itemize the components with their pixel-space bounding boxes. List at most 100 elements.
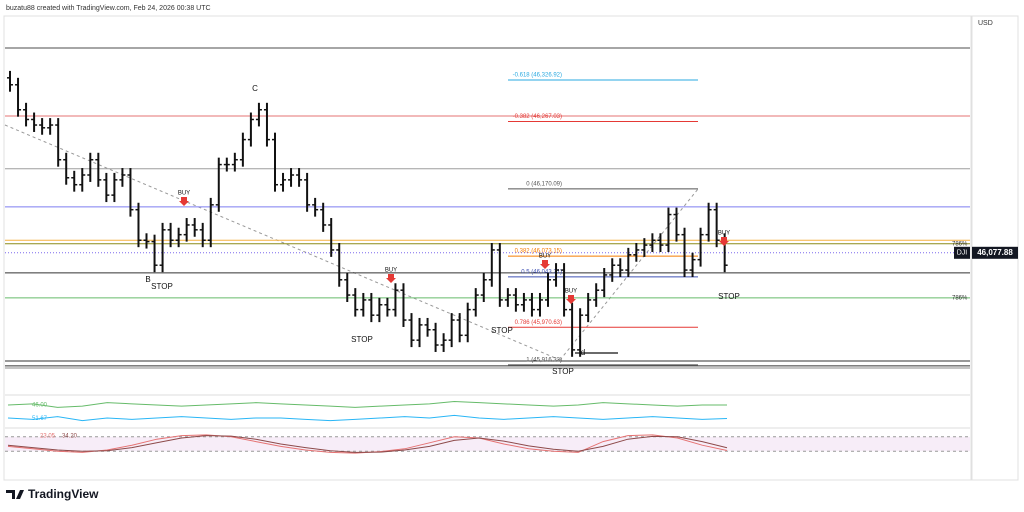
ohlc-bar <box>504 288 511 307</box>
ohlc-bar <box>697 227 704 267</box>
ohlc-bar <box>384 297 391 317</box>
indicator-line <box>7 435 728 453</box>
ohlc-bar <box>553 263 560 287</box>
ohlc-bar <box>223 157 230 172</box>
buy-arrow <box>566 295 576 304</box>
price-tag <box>972 246 1018 259</box>
ohlc-bar <box>528 292 535 317</box>
currency: USD <box>978 20 993 27</box>
ohlc-bar <box>312 197 319 217</box>
ohlc-bar <box>456 313 463 343</box>
ohlc-bar <box>713 202 720 248</box>
ohlc-bar <box>400 283 407 327</box>
ohlc-bar <box>111 172 118 203</box>
ohlc-bar <box>280 172 287 192</box>
ohlc-bar <box>55 118 62 167</box>
ohlc-bar <box>320 202 327 232</box>
annotation: BUY <box>539 254 551 260</box>
ohlc-bar <box>520 292 527 312</box>
ohlc-bar <box>689 252 696 278</box>
ohlc-bar <box>255 102 262 127</box>
annotation: C <box>252 84 258 93</box>
fib-label: 0.5 (46,043.21) <box>521 269 562 275</box>
annotation: B <box>145 275 150 284</box>
ohlc-bar <box>271 132 278 192</box>
ohlc-bar <box>561 263 568 317</box>
level-label: 786% <box>952 241 968 247</box>
trend-line <box>4 124 561 361</box>
ohlc-bar <box>167 222 174 248</box>
ohlc-bar <box>681 227 688 278</box>
ohlc-bar <box>263 102 270 147</box>
fib-label: 0 (46,170.09) <box>526 181 562 187</box>
ohlc-bar <box>7 70 13 92</box>
ohlc-bar <box>536 292 543 317</box>
ohlc-bar <box>360 292 367 317</box>
annotation: STOP <box>552 367 574 376</box>
ohlc-bar <box>135 202 142 248</box>
ohlc-bar <box>87 152 94 182</box>
ohlc-bar <box>239 132 246 167</box>
ohlc-bar <box>304 172 311 212</box>
ohlc-bar <box>79 168 86 192</box>
indicator-line <box>7 414 728 422</box>
ohlc-bar <box>464 302 471 343</box>
ohlc-bar <box>63 152 70 185</box>
band-fill <box>5 436 970 452</box>
ohlc-bar <box>183 218 190 242</box>
ohlc-bar <box>143 233 150 249</box>
annotation: STOP <box>491 326 513 335</box>
ohlc-bar <box>231 152 238 172</box>
ohlc-bar <box>175 227 182 248</box>
ohlc-bar <box>657 233 664 253</box>
ohlc-bar <box>328 218 335 257</box>
fib-label: 0.786 (45,970.63) <box>515 320 562 326</box>
ohlc-bar <box>47 118 54 135</box>
ohlc-bar <box>641 238 648 257</box>
ohlc-bar <box>440 333 447 352</box>
header-text: buzatu88 created with TradingView.com, F… <box>6 5 211 12</box>
annotation: STOP <box>151 282 173 291</box>
ohlc-bar <box>480 272 487 302</box>
ohlc-bar <box>39 118 46 135</box>
ohlc-bar <box>609 258 616 282</box>
ohlc-bar <box>103 172 110 203</box>
fib-label: 0.382 (46,073.15) <box>515 249 562 255</box>
ohlc-bar <box>344 272 351 302</box>
ohlc-bar <box>247 112 254 147</box>
ohlc-bar <box>424 317 431 337</box>
ohlc-bar <box>288 168 295 187</box>
annotation: BUY <box>565 289 577 295</box>
ohlc-bar <box>336 243 343 287</box>
ohlc-bar <box>368 292 375 323</box>
annotation: BUY <box>385 268 397 274</box>
ohlc-bar <box>488 243 495 287</box>
ohlc-bar <box>199 222 206 248</box>
ohlc-bar <box>625 247 632 278</box>
ohlc-bar <box>31 112 38 132</box>
buy-arrow <box>719 237 729 246</box>
level-label: 786% <box>952 295 968 301</box>
annotation: BUY <box>178 191 190 197</box>
logo-icon <box>6 490 24 499</box>
ohlc-bar <box>673 207 680 242</box>
ohlc-bar <box>416 317 423 348</box>
readout: 23.05 <box>40 434 56 440</box>
logo: TradingView <box>6 487 99 501</box>
fib-label: -0.618 (46,326.92) <box>513 73 562 79</box>
ohlc-bar <box>432 322 439 352</box>
readout: 46.00 <box>32 403 48 409</box>
ohlc-bar <box>71 170 78 192</box>
ohlc-bar <box>15 77 22 117</box>
ohlc-bar <box>23 102 30 127</box>
ohlc-bar <box>215 157 222 212</box>
ohlc-bar <box>545 272 552 307</box>
ohlc-bar <box>512 288 519 312</box>
ohlc-bar <box>151 234 158 273</box>
readout: 51.67 <box>32 416 48 422</box>
annotation: STOP <box>718 292 740 301</box>
ohlc-bar <box>159 222 166 273</box>
buy-arrow <box>386 274 396 283</box>
ohlc-bar <box>569 302 576 357</box>
last-price: 46,077.88 <box>977 248 1013 257</box>
